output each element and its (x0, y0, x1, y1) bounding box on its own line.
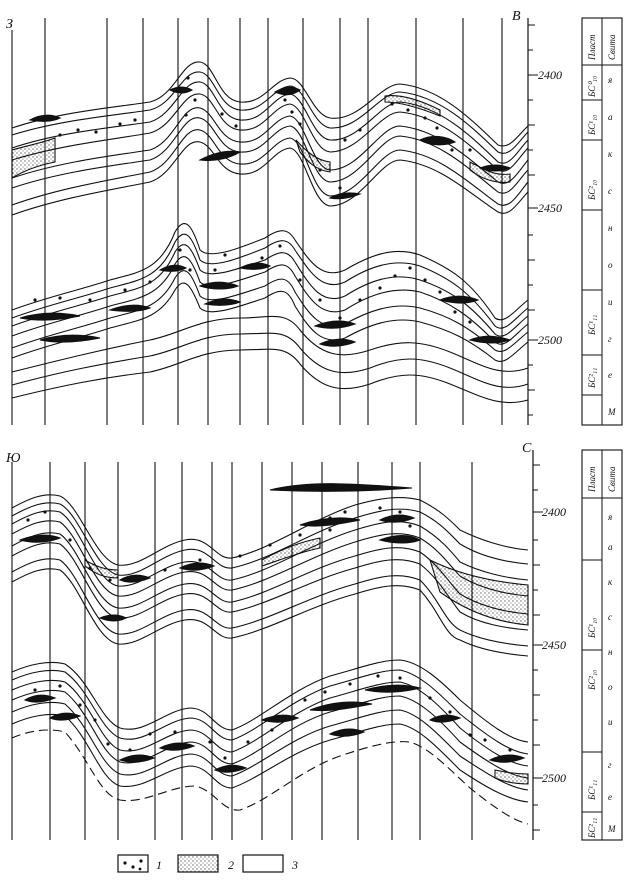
svg-text:г: г (608, 334, 612, 344)
svg-text:н: н (608, 647, 613, 657)
upper-layer-3: БС¹₁₁ (587, 315, 597, 336)
lower-formation-letters: М е г и о н с к а я (607, 512, 616, 834)
upper-layer-1: БС¹₁₀ (587, 115, 597, 136)
upper-well-lines (11, 18, 503, 425)
upper-layer-4: БС²₁₁ (587, 368, 597, 389)
upper-tick-2400: 2400 (538, 68, 562, 82)
legend-item-2: 2 (177, 854, 234, 873)
upper-strata-bs11 (11, 223, 529, 404)
lower-depth-scale: 2400 2450 2500 (532, 450, 566, 840)
upper-dots-bs11 (33, 244, 472, 324)
upper-tick-2500: 2500 (538, 333, 562, 347)
svg-text:и: и (608, 717, 613, 727)
svg-text:а: а (608, 542, 613, 552)
svg-text:о: о (608, 682, 613, 692)
svg-text:к: к (608, 577, 613, 587)
lower-strata-bs11 (11, 659, 529, 825)
lower-panel: Ю С 2400 2450 2500 (5, 441, 623, 841)
lower-layer-1: БС²₁₀ (587, 670, 597, 691)
upper-tick-2450: 2450 (538, 201, 562, 215)
svg-text:я: я (607, 75, 612, 85)
legend: 1 2 3 (117, 854, 298, 873)
legend-label-3: 3 (291, 858, 298, 872)
upper-left-label: З (6, 17, 13, 32)
svg-text:е: е (608, 370, 612, 380)
lower-layer-3: БС²₁₁ (587, 818, 597, 839)
svg-text:н: н (608, 223, 613, 233)
svg-text:с: с (608, 186, 612, 196)
legend-label-2: 2 (228, 858, 234, 872)
lower-tick-2500: 2500 (542, 771, 566, 785)
svg-text:М: М (607, 824, 616, 834)
lower-strat-column: Пласт Свита БС¹₁₀ БС²₁₀ БС¹₁₁ БС²₁₁ М е … (581, 449, 623, 841)
upper-strat-column: Пласт Свита БС⁰₁₀ БС¹₁₀ БС²₁₀ БС¹₁₁ БС²₁… (581, 17, 623, 426)
upper-depth-scale: 2400 2450 2500 (527, 18, 562, 425)
lower-layer-0: БС¹₁₀ (587, 618, 597, 639)
svg-text:г: г (608, 760, 612, 770)
lower-tick-2450: 2450 (542, 638, 566, 652)
upper-dots-bs10 (58, 76, 472, 190)
svg-text:и: и (608, 297, 613, 307)
upper-header-plast: Пласт (587, 34, 597, 61)
svg-text:М: М (607, 407, 616, 417)
upper-formation-letters: М е г и о н с к а я (607, 75, 616, 417)
legend-item-1: 1 (117, 854, 162, 873)
lower-header-svita: Свита (607, 466, 617, 492)
legend-item-3: 3 (242, 854, 298, 873)
upper-layer-2: БС²₁₀ (587, 180, 597, 201)
svg-text:а: а (608, 112, 613, 122)
upper-strata-bs10 (11, 61, 529, 216)
lower-well-lines (11, 462, 473, 840)
lower-tick-2400: 2400 (542, 505, 566, 519)
lower-dots-bs11 (33, 674, 512, 760)
lower-strata-bs10 (11, 483, 529, 657)
svg-text:с: с (608, 612, 612, 622)
lower-layer-2: БС¹₁₁ (587, 780, 597, 801)
lower-dots-bs10 (26, 506, 412, 582)
svg-text:я: я (607, 512, 612, 522)
lower-header-plast: Пласт (587, 466, 597, 493)
lower-left-label: Ю (5, 451, 21, 466)
svg-text:е: е (608, 792, 612, 802)
lower-right-label: С (522, 441, 532, 456)
upper-panel: З В 2400 2450 2500 (6, 9, 623, 426)
svg-text:о: о (608, 260, 613, 270)
upper-header-svita: Свита (607, 34, 617, 60)
svg-text:к: к (608, 149, 613, 159)
legend-label-1: 1 (156, 858, 162, 872)
upper-right-label: В (512, 9, 521, 24)
upper-layer-0: БС⁰₁₀ (587, 76, 597, 98)
